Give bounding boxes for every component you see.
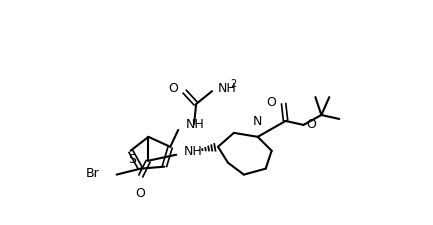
Text: NH: NH — [218, 81, 237, 94]
Text: NH: NH — [184, 145, 203, 158]
Text: 2: 2 — [230, 79, 236, 89]
Text: S: S — [129, 153, 136, 165]
Text: Br: Br — [86, 166, 100, 179]
Text: O: O — [168, 81, 178, 94]
Text: NH: NH — [186, 118, 205, 131]
Text: O: O — [266, 95, 276, 108]
Text: O: O — [136, 186, 145, 199]
Text: N: N — [253, 114, 262, 127]
Text: O: O — [307, 117, 317, 130]
